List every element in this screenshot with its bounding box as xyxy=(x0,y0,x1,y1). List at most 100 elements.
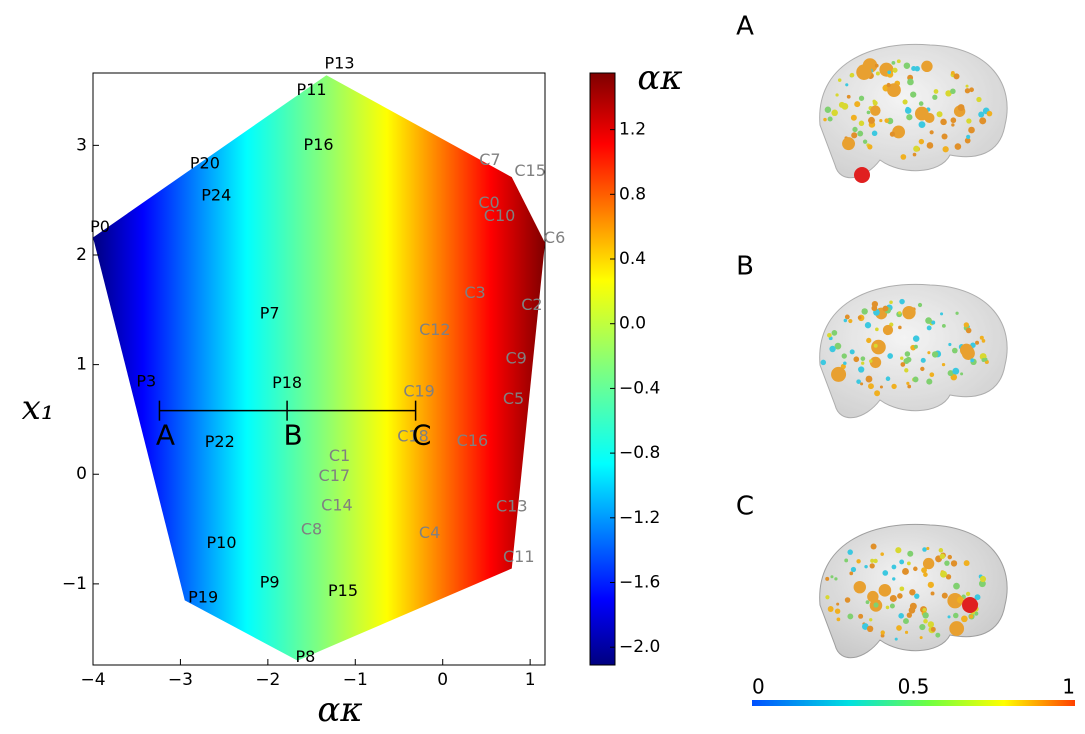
x-tick-label: 0 xyxy=(437,670,448,690)
point-label: P22 xyxy=(205,432,235,451)
point-label: C11 xyxy=(503,547,535,566)
brain-node xyxy=(882,570,889,576)
brain-node xyxy=(981,339,986,343)
brain-node xyxy=(963,322,970,328)
brain-node xyxy=(921,567,927,574)
brain-node xyxy=(906,612,913,618)
brain-node xyxy=(922,547,927,552)
brain-node xyxy=(927,581,934,588)
brain-node xyxy=(907,78,914,86)
brain-node xyxy=(917,302,923,308)
brain-node xyxy=(880,552,884,556)
brain-node xyxy=(869,356,882,369)
y-tick-label: 1 xyxy=(76,355,87,375)
y-axis-label: x₁ xyxy=(22,388,55,428)
brain-node xyxy=(933,89,939,94)
brain-node xyxy=(906,561,911,566)
brain-node xyxy=(955,311,959,315)
brain-node xyxy=(875,71,880,76)
brain-node xyxy=(887,83,901,97)
brain-node xyxy=(892,67,898,73)
brain-node xyxy=(906,114,913,121)
brain-node xyxy=(941,323,946,328)
colorbar-tick-label: −0.8 xyxy=(619,443,660,463)
brain-node xyxy=(848,318,853,324)
y-tick-label: 2 xyxy=(76,245,87,265)
brain-node xyxy=(869,618,873,622)
brain-node xyxy=(866,110,871,115)
brain-node xyxy=(978,580,986,588)
brain-node xyxy=(856,64,872,80)
brain-node xyxy=(918,138,925,145)
brain-node xyxy=(849,72,855,78)
brain-node xyxy=(869,563,875,569)
point-label: C2 xyxy=(521,295,542,314)
point-label: P13 xyxy=(325,54,355,73)
brain-node xyxy=(866,625,874,633)
brain-node xyxy=(858,613,864,619)
brain-node xyxy=(869,359,873,363)
brain-node xyxy=(874,390,881,397)
brain-colorbar-tick-label: 0.5 xyxy=(898,675,930,699)
point-label: C18 xyxy=(397,426,429,445)
brain-node xyxy=(874,63,879,68)
brain-node xyxy=(825,595,830,600)
point-label: P24 xyxy=(201,185,231,204)
segment-marker-label: B xyxy=(283,419,302,452)
brain-node xyxy=(941,362,946,367)
brain-colorbar-tick-label: 1 xyxy=(1062,675,1075,699)
brain-node xyxy=(903,62,911,69)
brain-node xyxy=(885,376,891,381)
brain-node xyxy=(864,322,872,329)
brain-node xyxy=(899,586,905,592)
brain-node xyxy=(957,104,965,111)
brain-node xyxy=(891,383,897,390)
brain-node xyxy=(913,566,918,572)
brain-node xyxy=(873,602,879,608)
brain-node xyxy=(986,110,993,117)
point-label: C12 xyxy=(419,320,451,339)
brain-node xyxy=(864,564,868,569)
brain-node xyxy=(862,139,868,144)
brain-node xyxy=(904,107,912,114)
brain-node xyxy=(857,130,864,137)
brain-node xyxy=(945,90,952,97)
point-label: P7 xyxy=(260,304,280,323)
brain-node xyxy=(913,344,918,349)
brain-node xyxy=(885,605,890,610)
brain-node xyxy=(947,593,963,609)
brain-node xyxy=(891,564,897,570)
brain-node xyxy=(926,546,930,551)
brain-node xyxy=(929,372,935,378)
segment-marker-label: A xyxy=(156,419,175,452)
brain-node xyxy=(904,630,909,634)
brain-node xyxy=(871,339,886,355)
brain-node xyxy=(871,305,878,312)
brain-node xyxy=(834,342,842,350)
brain-node xyxy=(830,575,834,579)
brain-node xyxy=(865,375,873,383)
point-label: C1 xyxy=(329,446,350,465)
brain-node xyxy=(898,325,902,330)
x-tick-label: −2 xyxy=(255,670,280,690)
brain-node xyxy=(957,596,964,604)
brain-node xyxy=(952,367,960,375)
point-label: P10 xyxy=(207,533,237,552)
brain-node xyxy=(922,612,929,619)
brain-node xyxy=(834,608,841,614)
brain-node xyxy=(902,568,909,575)
colorbar-tick-label: 0.8 xyxy=(619,184,646,204)
brain-node xyxy=(969,87,974,93)
brain-colorbar xyxy=(752,700,1075,706)
brain-node xyxy=(979,575,987,583)
brain-node xyxy=(854,101,861,108)
brain-node xyxy=(831,109,838,117)
brain-node xyxy=(849,349,855,355)
brain-node xyxy=(951,123,955,127)
brain-node xyxy=(873,558,878,564)
brain-node xyxy=(936,111,943,118)
colorbar-tick-label: 0.4 xyxy=(619,249,646,269)
brain-node xyxy=(949,621,965,636)
brain-node xyxy=(838,101,845,108)
brain-node xyxy=(829,345,836,353)
